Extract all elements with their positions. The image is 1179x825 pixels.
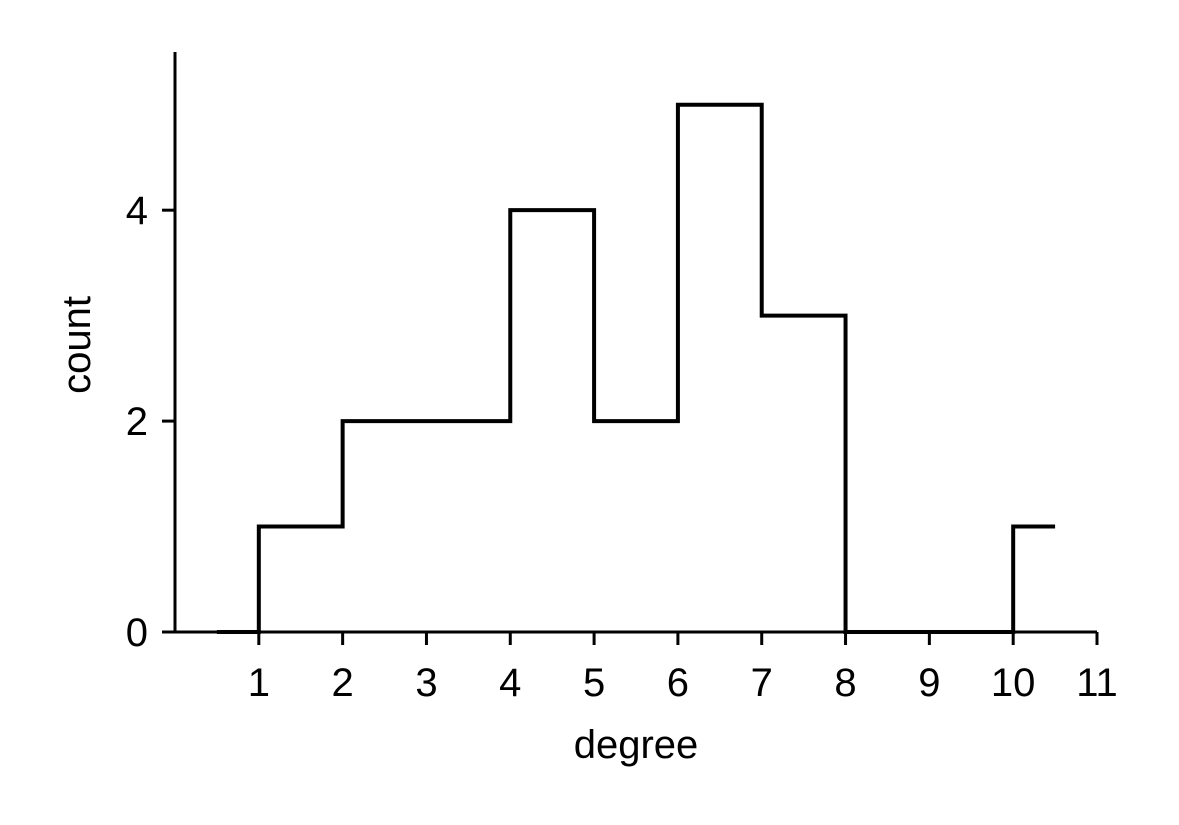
y-tick-label: 0 — [126, 611, 148, 655]
x-axis: 1 2 3 4 5 6 7 8 9 10 11 — [175, 630, 1118, 705]
plot-area — [216, 102, 1056, 634]
x-tick-label: 4 — [499, 661, 521, 705]
x-tick-label: 11 — [1076, 661, 1118, 705]
y-axis-title: count — [55, 296, 99, 394]
x-tick-label: 5 — [583, 661, 605, 705]
x-tick-label: 1 — [248, 661, 270, 705]
y-axis: 0 2 4 — [126, 52, 177, 655]
x-tick-label: 3 — [415, 661, 437, 705]
x-tick-label: 7 — [751, 661, 773, 705]
histogram-step-line — [216, 102, 1056, 634]
x-tick-label: 8 — [834, 661, 856, 705]
x-tick-label: 2 — [332, 661, 354, 705]
x-tick-label: 10 — [991, 661, 1036, 705]
y-tick-label: 2 — [126, 400, 148, 444]
x-axis-title: degree — [574, 723, 699, 767]
x-tick-label: 9 — [918, 661, 940, 705]
y-tick-label: 4 — [126, 189, 148, 233]
x-tick-label: 6 — [667, 661, 689, 705]
